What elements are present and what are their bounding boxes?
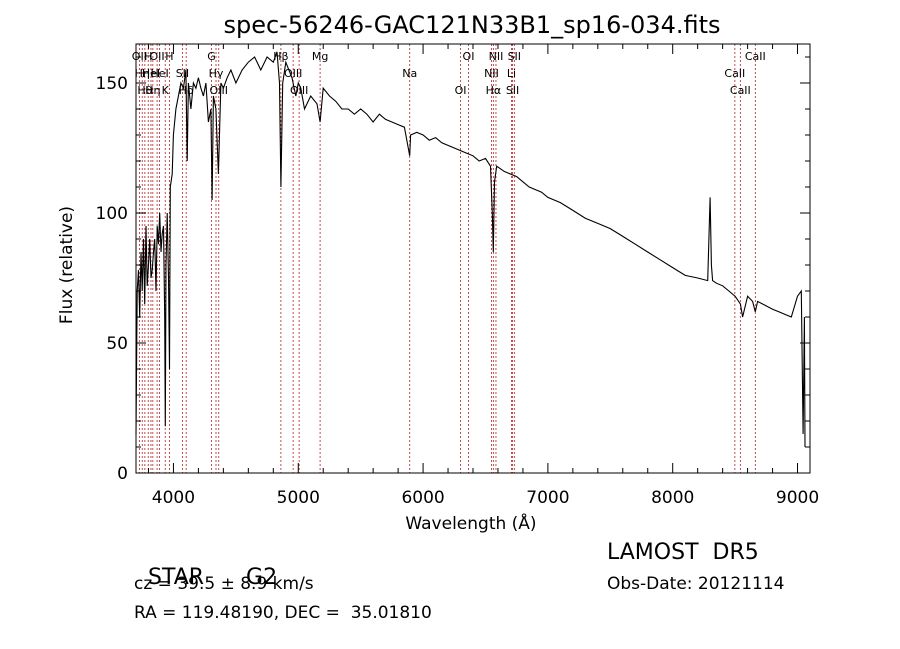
- object-subclass: G2: [246, 565, 278, 590]
- line-marker-label: OI: [455, 84, 467, 97]
- spectral-line-markers: [138, 44, 756, 473]
- line-marker-label: NII: [489, 50, 504, 63]
- y-tick-label: 100: [96, 204, 128, 224]
- line-marker-label: Hθ: [137, 84, 152, 97]
- survey-label: LAMOST DR5: [607, 540, 759, 565]
- line-marker-label: CaII: [730, 84, 751, 97]
- line-marker-label: NII: [484, 67, 499, 80]
- x-tick-label: 8000: [651, 488, 694, 508]
- line-marker-label: SII: [508, 50, 521, 63]
- y-tick-label: 50: [106, 334, 128, 354]
- line-marker-label: Mg: [312, 50, 328, 63]
- spectral-line-labels: OIIHηHθHHeIHηOIIHeIKHSIIHδGHγOIIIHβOIIIO…: [132, 50, 766, 97]
- y-axis-ticks: 0 50 100 150: [96, 56, 810, 484]
- x-axis-ticks: 4000 5000 6000 7000 8000 9000: [147, 44, 819, 508]
- plot-frame: [135, 43, 811, 474]
- object-class-line: STAR G2: [134, 540, 277, 590]
- spectrum-series-line: [135, 51, 806, 448]
- coordinates-text: RA = 119.48190, DEC = 35.01810: [134, 603, 432, 623]
- x-tick-label: 6000: [401, 488, 444, 508]
- object-class: STAR: [148, 565, 205, 590]
- line-marker-label: Li: [507, 67, 516, 80]
- line-marker-label: OIII: [210, 84, 228, 97]
- line-marker-label: Na: [402, 67, 417, 80]
- line-marker-label: CaII: [724, 67, 745, 80]
- x-tick-label: 7000: [526, 488, 569, 508]
- line-marker-label: H: [165, 50, 173, 63]
- line-marker-label: G: [207, 50, 216, 63]
- y-tick-label: 150: [96, 74, 128, 94]
- line-marker-label: CaII: [745, 50, 766, 63]
- line-marker-label: Hγ: [209, 67, 224, 80]
- y-axis-label: Flux (relative): [57, 206, 77, 324]
- line-marker-label: Hη: [135, 67, 150, 80]
- chart-title: spec-56246-GAC121N33B1_sp16-034.fits: [223, 11, 720, 39]
- redshift-text: cz = 39.5 ± 8.9 km/s: [134, 574, 314, 594]
- line-marker-label: SII: [506, 84, 519, 97]
- line-marker-label: Hη: [145, 84, 160, 97]
- x-axis-label: Wavelength (Å): [405, 512, 536, 534]
- line-marker-label: OI: [463, 50, 475, 63]
- line-marker-label: K: [162, 84, 170, 97]
- y-tick-label: 0: [117, 464, 128, 484]
- line-marker-label: OII: [150, 50, 165, 63]
- line-marker-label: HeI: [150, 67, 168, 80]
- x-tick-label: 4000: [152, 488, 195, 508]
- line-marker-label: HeI: [142, 67, 160, 80]
- x-tick-label: 5000: [277, 488, 320, 508]
- line-marker-label: Hα: [486, 84, 502, 97]
- observation-date: Obs-Date: 20121114: [607, 574, 785, 594]
- line-marker-label: OIII: [284, 67, 302, 80]
- line-marker-label: SII: [176, 67, 189, 80]
- x-tick-label: 9000: [776, 488, 819, 508]
- line-marker-label: OIII: [290, 84, 308, 97]
- line-marker-label: H: [144, 50, 152, 63]
